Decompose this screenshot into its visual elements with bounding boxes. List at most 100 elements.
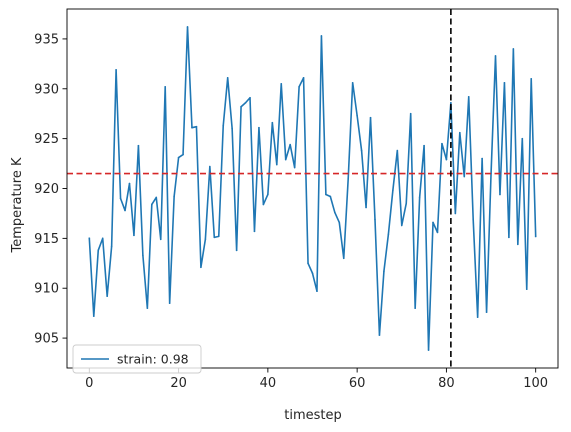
data-point xyxy=(302,77,305,79)
data-point xyxy=(231,127,233,130)
data-point xyxy=(316,290,318,293)
data-point xyxy=(356,114,358,117)
data-point xyxy=(155,196,158,199)
data-point xyxy=(92,315,95,317)
data-point xyxy=(177,156,180,159)
data-point xyxy=(325,193,327,196)
data-point xyxy=(115,69,117,71)
data-point xyxy=(409,112,412,115)
data-point xyxy=(436,231,439,234)
data-point xyxy=(106,295,108,298)
data-point xyxy=(481,157,483,160)
data-point xyxy=(392,189,394,192)
x-tick-label: 100 xyxy=(523,376,548,391)
y-tick-label: 920 xyxy=(34,182,59,197)
data-point xyxy=(293,166,296,169)
data-point xyxy=(235,249,238,252)
data-point xyxy=(445,158,448,161)
data-point xyxy=(226,77,229,79)
axes: 0 20 40 60 80 100 905 910 915 920 925 930 935 xyxy=(34,8,559,391)
data-point xyxy=(521,137,524,140)
legend-label: strain: 0.98 xyxy=(117,352,189,367)
data-point xyxy=(347,177,350,180)
y-tick-label: 905 xyxy=(34,332,59,347)
data-point xyxy=(307,262,309,265)
legend-box xyxy=(72,344,202,374)
y-tick-label: 915 xyxy=(34,232,59,247)
data-point xyxy=(146,307,149,309)
data-point xyxy=(253,230,256,233)
data-point xyxy=(159,238,162,241)
data-point xyxy=(182,153,184,156)
data-point xyxy=(320,35,323,37)
data-point xyxy=(418,196,421,199)
data-point xyxy=(137,144,140,147)
data-point xyxy=(512,48,515,50)
data-point xyxy=(204,238,207,241)
data-point xyxy=(530,78,533,80)
data-point xyxy=(369,116,372,119)
data-point xyxy=(374,218,376,221)
data-point xyxy=(267,193,269,196)
data-point xyxy=(467,95,470,98)
data-point xyxy=(262,203,265,206)
data-point xyxy=(124,209,126,212)
x-tick-label: 80 xyxy=(438,376,455,391)
data-point xyxy=(450,101,452,104)
data-point xyxy=(365,206,367,209)
data-point xyxy=(164,85,166,88)
data-point xyxy=(400,224,403,227)
data-point xyxy=(311,272,314,275)
y-axis-label: Temperature K xyxy=(10,157,25,253)
data-point xyxy=(249,96,251,99)
x-axis-label: timestep xyxy=(284,408,342,423)
data-point xyxy=(284,158,287,161)
data-point xyxy=(383,270,385,273)
data-point xyxy=(128,182,131,185)
x-tick-label: 40 xyxy=(260,376,277,391)
data-point xyxy=(195,125,198,128)
data-point xyxy=(499,193,501,196)
data-point xyxy=(508,236,510,239)
data-point xyxy=(258,126,260,129)
data-point xyxy=(191,126,193,129)
data-point xyxy=(463,175,466,178)
data-point xyxy=(88,237,91,240)
data-point xyxy=(423,144,425,147)
data-point xyxy=(517,243,519,246)
data-point xyxy=(525,288,528,291)
data-point xyxy=(101,237,104,240)
data-point xyxy=(427,349,430,351)
data-point xyxy=(244,101,247,104)
data-point xyxy=(414,307,416,309)
data-point xyxy=(334,211,336,214)
y-tick-label: 935 xyxy=(34,32,59,47)
data-point xyxy=(298,85,300,88)
data-point xyxy=(173,195,175,198)
data-point xyxy=(342,257,345,260)
data-point xyxy=(119,197,122,200)
plot-area xyxy=(88,26,537,351)
data-point xyxy=(405,202,408,205)
data-point xyxy=(240,105,242,108)
data-point xyxy=(280,82,283,85)
x-tick-label: 0 xyxy=(85,376,93,391)
data-point xyxy=(459,131,461,134)
data-point xyxy=(222,124,225,127)
data-point xyxy=(387,233,390,236)
data-point xyxy=(351,81,354,84)
data-point xyxy=(168,302,171,304)
data-point xyxy=(454,212,457,215)
x-tick-label: 20 xyxy=(170,376,187,391)
data-point xyxy=(432,221,434,224)
data-point xyxy=(97,249,100,252)
data-point xyxy=(200,266,202,269)
data-point xyxy=(360,149,363,152)
legend: strain: 0.98 xyxy=(72,344,202,374)
data-point xyxy=(329,195,332,198)
y-tick-label: 910 xyxy=(34,282,59,297)
data-point xyxy=(142,254,144,257)
data-point xyxy=(378,334,381,336)
data-point xyxy=(472,218,474,221)
